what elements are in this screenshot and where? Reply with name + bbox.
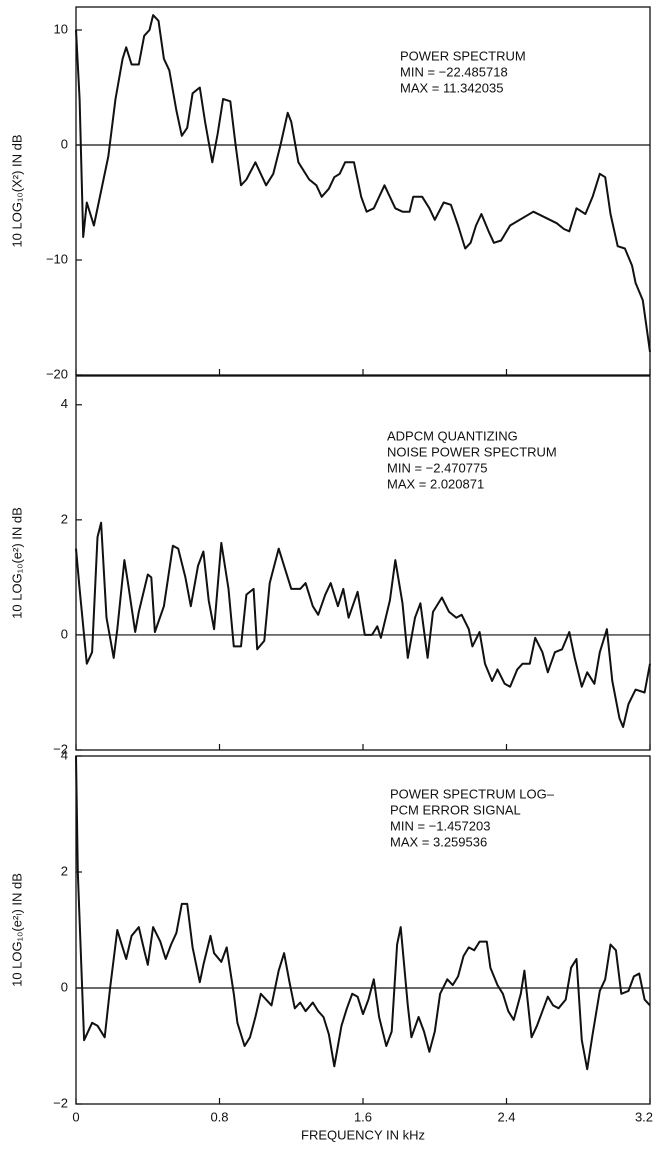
- spectrum-line: [75, 521, 651, 728]
- spectrum-line: [75, 755, 651, 1071]
- y-tick-label: 2: [61, 863, 68, 878]
- y-tick-label: 2: [61, 511, 68, 526]
- y-tick-label: 0: [61, 136, 68, 151]
- x-tick-label: 1.6: [354, 1109, 372, 1124]
- y-tick-label: −2: [53, 741, 68, 756]
- annotation: MAX = 2.020871: [387, 476, 484, 491]
- x-tick-label: 2.4: [497, 1109, 515, 1124]
- y-tick-label: −10: [46, 251, 68, 266]
- y-tick-label: 0: [61, 979, 68, 994]
- spectrum-line: [75, 14, 651, 353]
- y-axis-label: 10 LOG₁₀(e²) IN dB: [9, 507, 24, 619]
- plot-frame: [75, 755, 651, 1105]
- y-axis-label: 10 LOG₁₀(X²) IN dB: [9, 134, 24, 247]
- annotation: MIN = −22.485718: [400, 64, 508, 79]
- y-tick-label: −20: [46, 366, 68, 381]
- annotation: POWER SPECTRUM LOG–: [390, 786, 555, 801]
- y-tick-label: 4: [61, 747, 68, 762]
- annotation: MIN = −1.457203: [390, 818, 490, 833]
- x-axis-label: FREQUENCY IN kHz: [301, 1127, 425, 1142]
- annotation: MAX = 3.259536: [390, 834, 487, 849]
- annotation: PCM ERROR SIGNAL: [390, 802, 521, 817]
- y-tick-label: 10: [54, 21, 68, 36]
- annotation: MIN = −2.470775: [387, 460, 487, 475]
- x-tick-label: 0.8: [210, 1109, 228, 1124]
- annotation: ADPCM QUANTIZING: [387, 428, 518, 443]
- y-tick-label: −2: [53, 1095, 68, 1110]
- plot-frame: [75, 375, 651, 751]
- x-tick-label: 3.2: [635, 1109, 653, 1124]
- annotation: MAX = 11.342035: [400, 80, 503, 95]
- y-tick-label: 4: [61, 396, 68, 411]
- plot-frame: [75, 6, 651, 376]
- y-axis-label: 10 LOG₁₀(e²ₗ) IN dB: [9, 873, 24, 987]
- annotation: NOISE POWER SPECTRUM: [387, 444, 557, 459]
- x-tick-label: 0: [72, 1109, 79, 1124]
- annotation: POWER SPECTRUM: [400, 48, 526, 63]
- y-tick-label: 0: [61, 626, 68, 641]
